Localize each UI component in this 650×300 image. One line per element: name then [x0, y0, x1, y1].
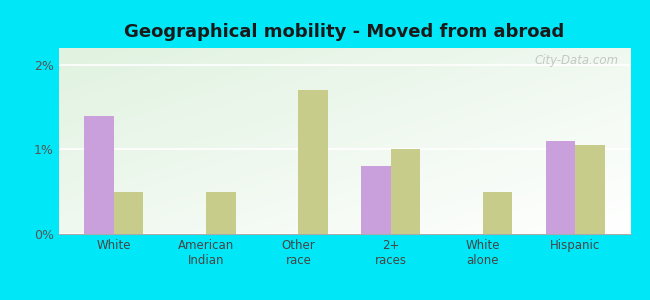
Bar	[391, 149, 420, 234]
Bar	[545, 141, 575, 234]
Title: Geographical mobility - Moved from abroad: Geographical mobility - Moved from abroa…	[124, 23, 565, 41]
Text: City-Data.com: City-Data.com	[535, 54, 619, 67]
Bar	[483, 192, 512, 234]
Bar	[84, 116, 114, 234]
Bar	[575, 145, 604, 234]
Bar	[361, 167, 391, 234]
Bar	[298, 90, 328, 234]
Bar	[206, 192, 236, 234]
Legend: Los Fresnos, TX, Texas: Los Fresnos, TX, Texas	[221, 299, 468, 300]
Bar	[114, 192, 144, 234]
